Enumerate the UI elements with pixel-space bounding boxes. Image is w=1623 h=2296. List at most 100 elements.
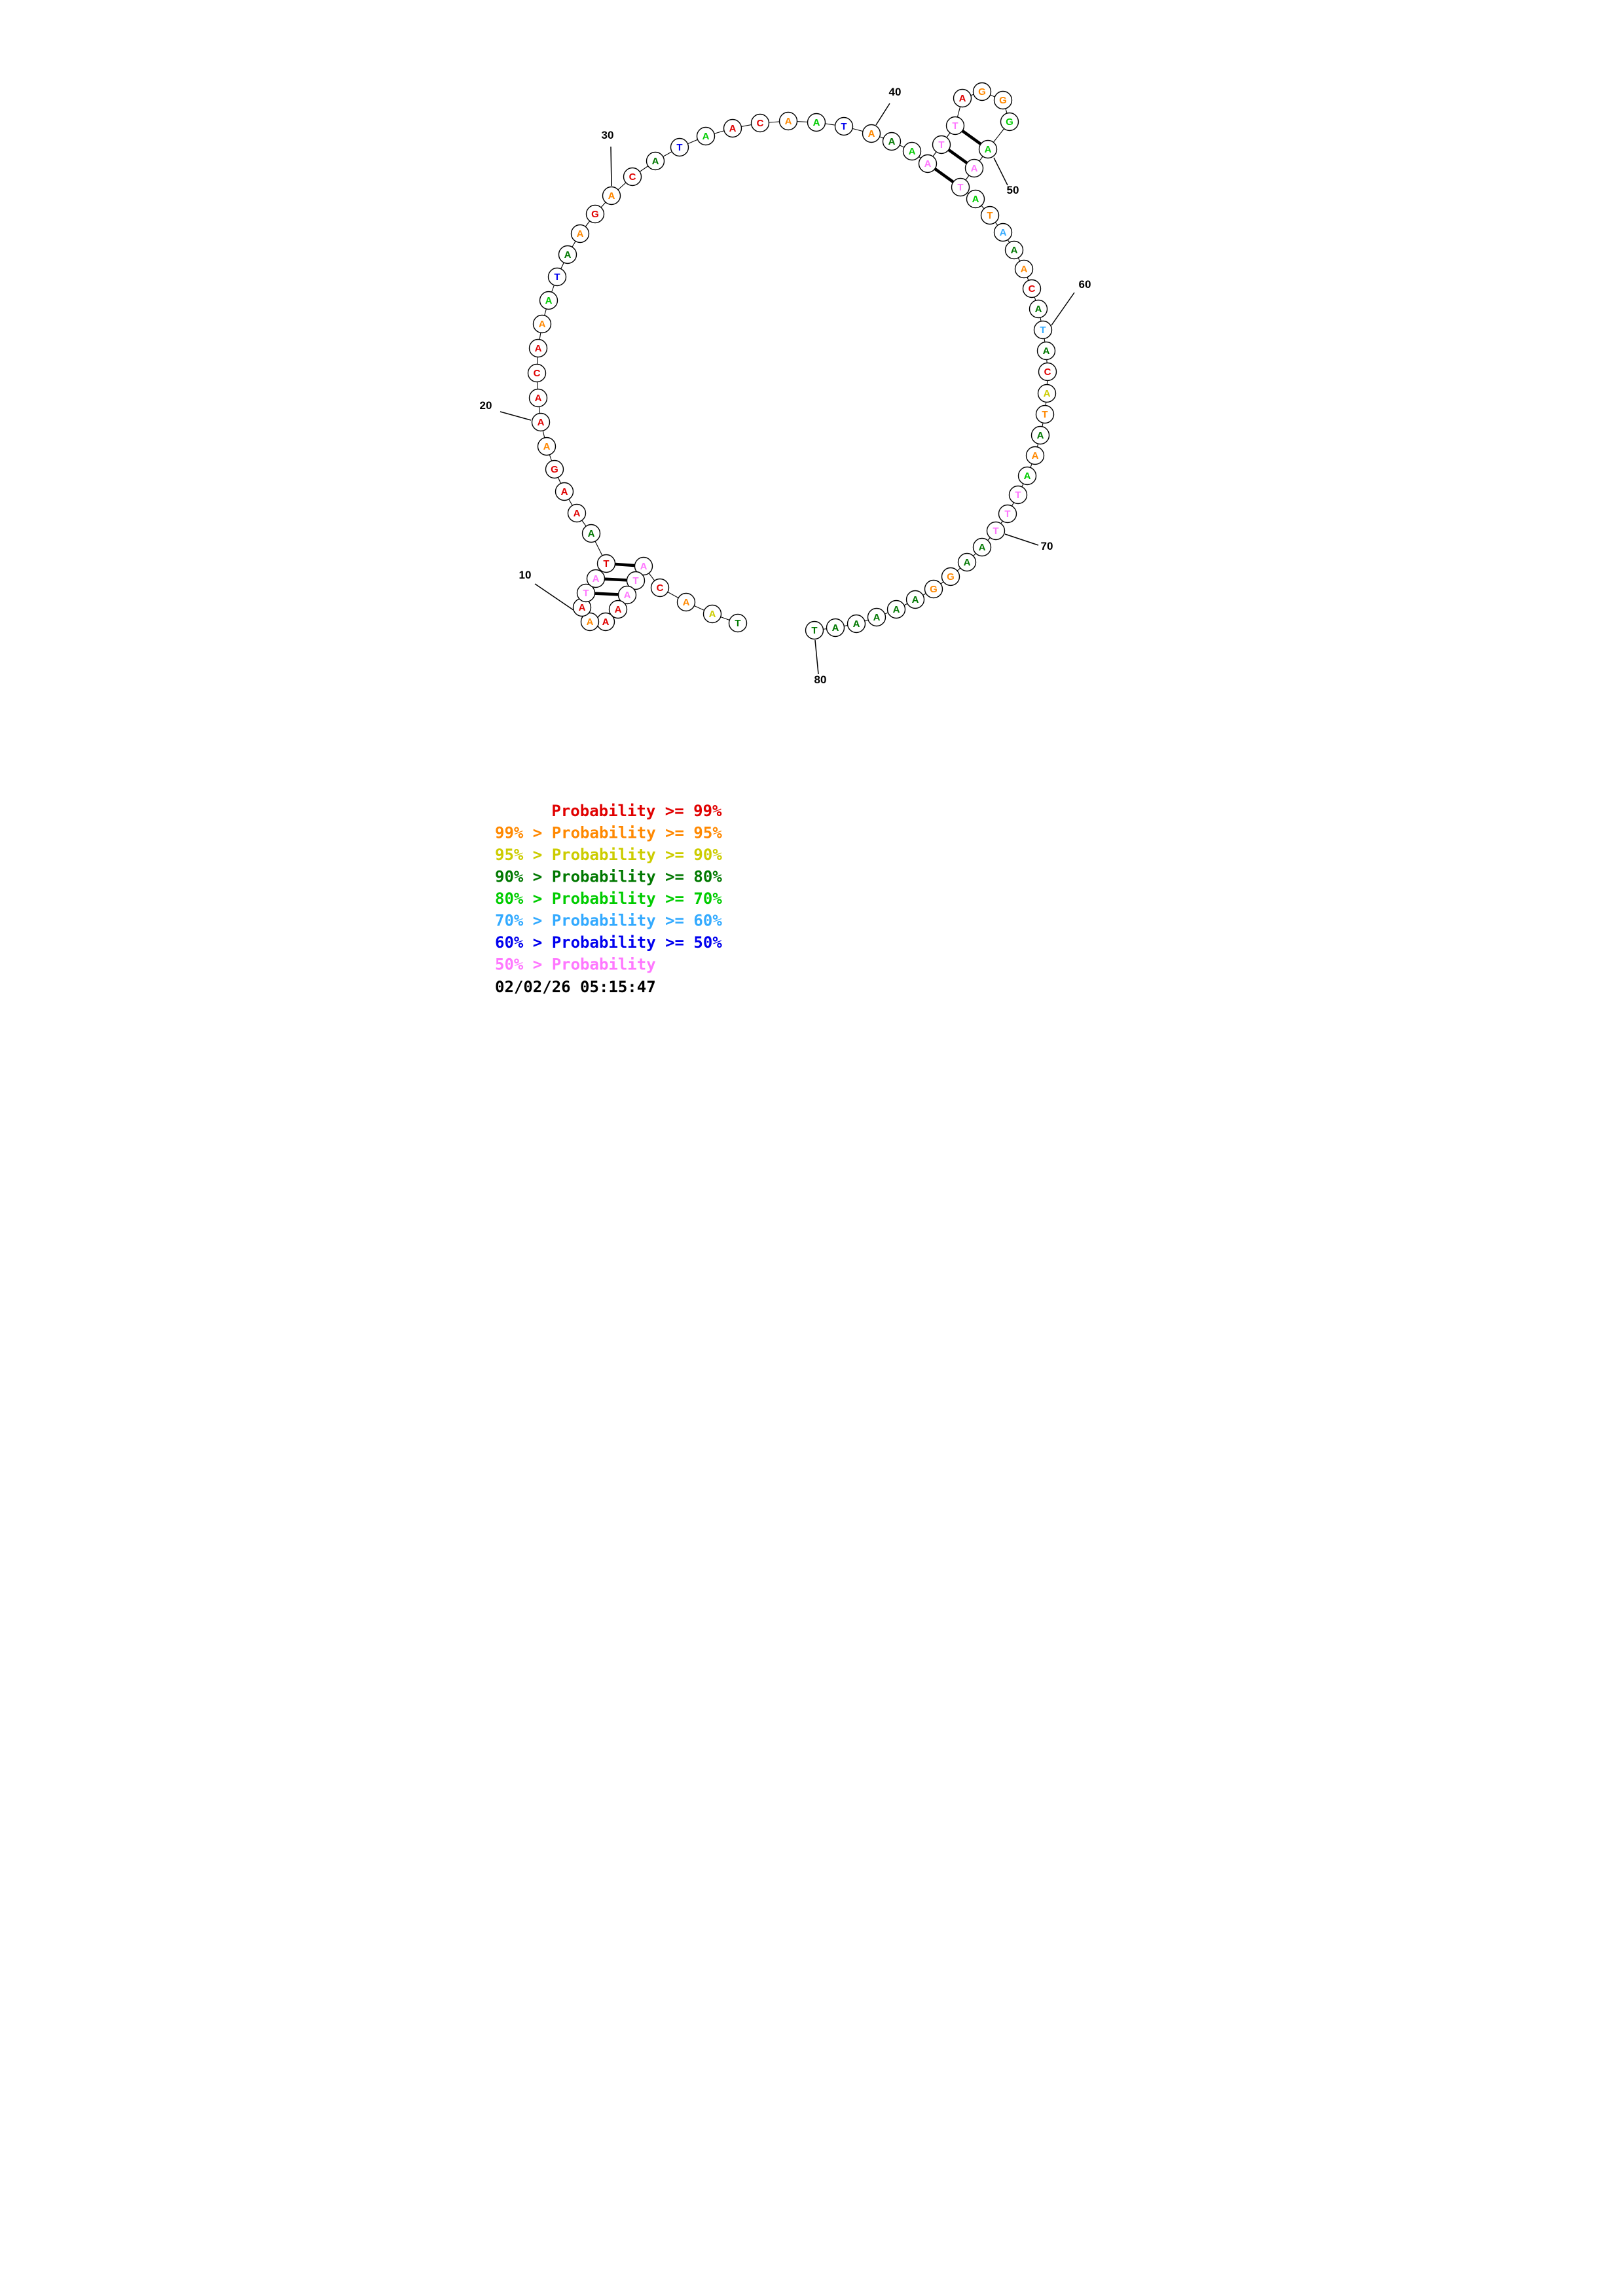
nucleotide-65-circle	[1030, 425, 1049, 445]
nucleotide-25-circle	[539, 291, 558, 310]
nucleotide-22-base: C	[533, 368, 540, 379]
nucleotide-31-base: C	[629, 171, 636, 183]
nucleotide-4-base: C	[656, 583, 663, 594]
nucleotide-54-base: T	[987, 210, 993, 221]
nucleotide-63-circle	[1037, 384, 1056, 403]
nucleotide-10-circle	[580, 612, 599, 632]
nucleotide-23-base: A	[534, 343, 541, 354]
nucleotide-72-base: A	[963, 557, 970, 568]
nucleotide-80-circle	[805, 620, 824, 640]
position-leader-line-60	[1050, 292, 1075, 326]
nucleotide-54-circle	[980, 206, 999, 225]
nucleotide-50-base: A	[984, 144, 991, 155]
nucleotide-51-circle	[964, 158, 983, 178]
nucleotide-5-circle	[634, 556, 653, 576]
nucleotide-27-base: A	[564, 249, 571, 260]
nucleotide-8-circle	[608, 600, 627, 619]
nucleotide-30-base: A	[608, 190, 615, 202]
nucleotide-1-base: T	[735, 618, 740, 629]
position-label-50: 50	[1006, 184, 1019, 196]
nucleotide-37-circle	[778, 111, 797, 131]
nucleotide-39-circle	[834, 117, 853, 136]
nucleotide-61-circle	[1036, 341, 1055, 361]
nucleotide-78-circle	[847, 614, 866, 634]
nucleotide-50-circle	[978, 139, 997, 159]
base-pair-layer	[585, 124, 989, 597]
nucleotide-60-base: T	[1040, 325, 1046, 336]
nucleotide-11-base: A	[578, 602, 585, 613]
nucleotide-38-circle	[807, 113, 826, 132]
legend-line-90: 95% > Probability >= 90%	[495, 846, 722, 864]
nucleotide-32-circle	[646, 151, 665, 171]
nucleotide-56-base: A	[1010, 245, 1017, 256]
nucleotide-13-circle	[586, 569, 605, 588]
nucleotide-62-base: C	[1044, 367, 1051, 378]
nucleotide-43-base: A	[924, 158, 931, 170]
nucleotide-18-base: G	[551, 464, 558, 475]
nucleotide-29-circle	[585, 204, 604, 224]
nucleotide-15-base: A	[587, 528, 594, 539]
nucleotide-27-circle	[558, 245, 577, 264]
nucleotide-47-base: G	[978, 86, 986, 98]
nucleotide-44-base: T	[938, 139, 944, 151]
nucleotide-17-circle	[555, 482, 574, 501]
nucleotide-21-base: A	[534, 393, 541, 404]
position-leader-line-80	[814, 639, 819, 675]
nucleotide-72-circle	[957, 552, 976, 572]
position-label-70: 70	[1040, 540, 1053, 552]
legend-line-50: 60% > Probability >= 50%	[495, 933, 722, 952]
probability-legend: Probability >= 99% 99% > Probability >= 9…	[495, 802, 722, 974]
position-label-40: 40	[888, 86, 901, 98]
nucleotide-55-circle	[993, 223, 1012, 242]
nucleotide-60-circle	[1033, 320, 1052, 340]
nucleotide-77-circle	[867, 607, 886, 627]
nucleotide-73-circle	[941, 567, 960, 586]
nucleotide-55-base: A	[999, 227, 1006, 238]
nucleotide-76-base: A	[892, 604, 900, 615]
nucleotide-24-base: A	[538, 319, 545, 330]
nucleotide-79-circle	[826, 618, 845, 637]
nucleotide-76-circle	[886, 600, 905, 619]
nucleotide-70-base: T	[993, 526, 998, 537]
nucleotide-28-base: A	[576, 228, 583, 240]
nucleotide-38-base: A	[812, 117, 820, 128]
nucleotide-59-circle	[1029, 299, 1048, 319]
nucleotide-35-circle	[723, 118, 742, 138]
position-leader-line-50	[993, 157, 1008, 186]
nucleotide-3-base: A	[682, 597, 689, 608]
nucleotide-32-base: A	[651, 156, 659, 167]
nucleotide-48-base: G	[999, 95, 1007, 106]
nucleotide-66-base: A	[1031, 450, 1038, 461]
nucleotide-49-base: G	[1006, 117, 1013, 128]
nucleotide-79-base: A	[831, 622, 839, 634]
nucleotide-78-base: A	[852, 619, 860, 630]
nucleotide-34-circle	[696, 126, 715, 146]
nucleotide-45-circle	[945, 116, 964, 135]
nucleotide-40-circle	[862, 124, 881, 143]
nucleotide-59-base: A	[1034, 304, 1042, 315]
nucleotide-2-circle	[702, 604, 721, 624]
nucleotide-16-base: A	[573, 508, 580, 519]
nucleotide-19-base: A	[543, 441, 550, 452]
nucleotide-40-base: A	[867, 128, 875, 139]
nucleotide-13-base: A	[592, 573, 599, 584]
nucleotide-35-base: A	[729, 123, 736, 134]
nucleotide-41-base: A	[888, 136, 895, 147]
nucleotide-63-base: A	[1043, 388, 1050, 399]
nucleotide-68-circle	[1008, 485, 1027, 505]
nucleotide-26-circle	[547, 267, 566, 287]
nucleotide-9-base: A	[602, 617, 609, 628]
nucleotide-30-circle	[602, 186, 621, 206]
nucleotide-67-base: A	[1023, 471, 1030, 482]
nucleotide-46-base: A	[958, 93, 966, 104]
nucleotide-2-base: A	[708, 609, 716, 620]
nucleotide-18-circle	[545, 459, 564, 479]
nucleotide-70-circle	[986, 521, 1005, 541]
nucleotide-69-base: T	[1004, 509, 1010, 520]
nucleotide-53-base: A	[972, 194, 979, 205]
nucleotide-33-base: T	[676, 142, 682, 153]
nucleotide-12-base: T	[583, 588, 589, 599]
nucleotide-74-circle	[924, 579, 943, 599]
nucleotide-68-base: T	[1015, 490, 1021, 501]
nucleotide-46-circle	[953, 88, 972, 108]
